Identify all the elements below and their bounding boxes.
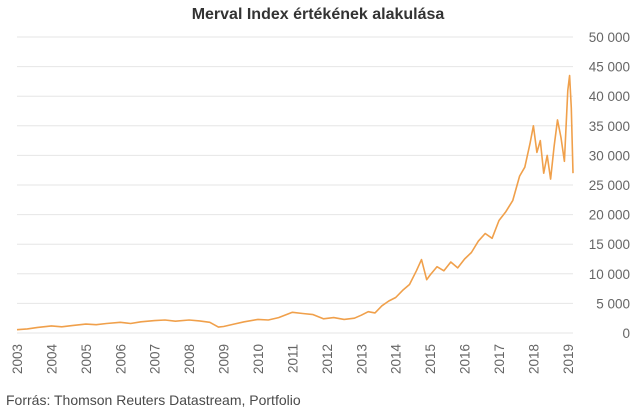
chart-source: Forrás: Thomson Reuters Datastream, Port… <box>6 392 301 408</box>
series-line <box>16 74 574 331</box>
x-tick-label: 2018 <box>526 344 541 374</box>
x-tick-label: 2011 <box>285 344 300 373</box>
y-tick-label: 25 000 <box>589 178 630 193</box>
y-axis-labels: 0 5 000 10 000 15 000 20 000 25 000 30 000 35 0… <box>589 30 630 341</box>
y-tick-label: 50 000 <box>589 30 630 45</box>
chart-title: Merval Index értékének alakulása <box>191 6 445 23</box>
x-tick-label: 2008 <box>182 344 197 374</box>
y-tick-label: 10 000 <box>589 267 630 282</box>
y-tick-label: 35 000 <box>589 119 630 134</box>
x-tick-label: 2006 <box>113 344 128 374</box>
y-tick-label: 40 000 <box>589 89 630 104</box>
x-tick-label: 2014 <box>389 344 404 375</box>
x-tick-label: 2005 <box>79 344 94 374</box>
y-tick-label: 45 000 <box>589 60 630 75</box>
grid-lines <box>17 36 573 334</box>
x-tick-label: 2004 <box>44 344 59 375</box>
x-tick-label: 2012 <box>320 344 335 374</box>
y-tick-label: 30 000 <box>589 148 630 163</box>
x-tick-label: 2007 <box>148 344 163 374</box>
x-tick-label: 2003 <box>10 344 25 374</box>
x-tick-label: 2009 <box>217 344 232 374</box>
y-tick-label: 15 000 <box>589 237 630 252</box>
x-tick-label: 2010 <box>251 344 266 374</box>
x-tick-label: 2015 <box>423 344 438 374</box>
x-tick-label: 2017 <box>492 344 507 374</box>
y-tick-label: 20 000 <box>589 208 630 223</box>
x-tick-label: 2013 <box>354 344 369 374</box>
y-tick-label: 0 <box>622 326 630 341</box>
x-tick-label: 2016 <box>458 344 473 374</box>
x-axis-labels: 2003 2004 2005 2006 2007 2008 2009 2010 2011 2012… <box>10 344 576 375</box>
series-layer <box>16 74 574 331</box>
y-tick-label: 5 000 <box>596 296 630 311</box>
x-tick-label: 2019 <box>561 344 576 374</box>
